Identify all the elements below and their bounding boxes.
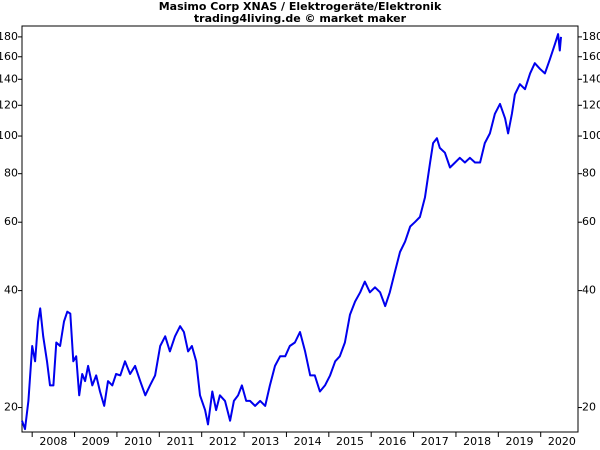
x-tick-label: 2015 bbox=[336, 435, 364, 448]
x-tick-label: 2018 bbox=[463, 435, 491, 448]
y2-tick-label: 100 bbox=[582, 129, 600, 142]
y-tick-label: 180 bbox=[0, 30, 18, 43]
plot-frame bbox=[21, 25, 579, 433]
x-tick-label: 2019 bbox=[506, 435, 534, 448]
x-tick-label: 2020 bbox=[548, 435, 576, 448]
x-tick-label: 2012 bbox=[209, 435, 237, 448]
y-tick-label: 20 bbox=[4, 401, 18, 414]
x-tick-label: 2016 bbox=[378, 435, 406, 448]
y-tick-label: 160 bbox=[0, 50, 18, 63]
y2-tick-label: 120 bbox=[582, 98, 600, 111]
y2-tick-label: 140 bbox=[582, 72, 600, 85]
y2-tick-label: 80 bbox=[582, 167, 596, 180]
y-tick-label: 140 bbox=[0, 72, 18, 85]
x-tick-label: 2008 bbox=[39, 435, 67, 448]
y-tick-label: 60 bbox=[4, 215, 18, 228]
price-line bbox=[21, 33, 562, 431]
chart-title: Masimo Corp XNAS / Elektrogeräte/Elektro… bbox=[159, 0, 442, 13]
x-tick-label: 2017 bbox=[421, 435, 449, 448]
y-tick-label: 120 bbox=[0, 98, 18, 111]
y-tick-label: 40 bbox=[4, 284, 18, 297]
x-tick-label: 2014 bbox=[294, 435, 322, 448]
x-tick-label: 2010 bbox=[124, 435, 152, 448]
y-tick-label: 100 bbox=[0, 129, 18, 142]
y2-tick-label: 40 bbox=[582, 284, 596, 297]
x-tick-label: 2011 bbox=[166, 435, 194, 448]
y2-tick-label: 160 bbox=[582, 50, 600, 63]
y2-tick-label: 20 bbox=[582, 401, 596, 414]
chart-subtitle: trading4living.de © market maker bbox=[194, 12, 407, 25]
x-tick-label: 2013 bbox=[251, 435, 279, 448]
y2-tick-label: 180 bbox=[582, 30, 600, 43]
y2-tick-label: 60 bbox=[582, 215, 596, 228]
y-tick-label: 80 bbox=[4, 167, 18, 180]
x-tick-label: 2009 bbox=[82, 435, 110, 448]
